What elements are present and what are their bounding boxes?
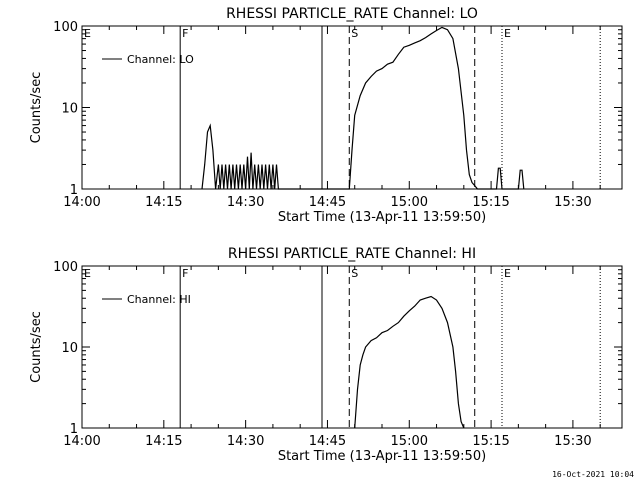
x-axis-label: Start Time (13-Apr-11 13:59:50) [278,449,486,464]
event-marker-label: E [504,27,511,40]
event-marker-label: E [84,267,91,280]
x-tick-label: 14:15 [145,434,182,449]
event-marker-label: S [351,27,358,40]
y-axis-label: Counts/sec [29,311,44,383]
timestamp-stamp: 16-Oct-2021 10:04 [552,470,634,479]
x-tick-label: 14:45 [309,195,346,210]
event-marker-label: E [504,267,511,280]
event-marker-label: S [351,267,358,280]
x-axis-label: Start Time (13-Apr-11 13:59:50) [278,210,486,225]
event-marker-label: F [182,27,188,40]
x-tick-label: 15:00 [391,434,428,449]
legend-label: Channel: HI [127,293,191,306]
x-tick-label: 15:30 [554,434,591,449]
event-marker-label: E [84,27,91,40]
x-tick-label: 15:00 [391,195,428,210]
x-tick-label: 15:30 [554,195,591,210]
chart-title-1: RHESSI PARTICLE_RATE Channel: LO [226,6,478,22]
y-tick-label: 10 [61,102,78,117]
y-tick-label: 10 [61,341,78,356]
x-tick-label: 15:15 [472,195,509,210]
y-tick-label: 100 [53,260,78,275]
y-tick-label: 100 [53,20,78,35]
plot-frame-2 [81,265,623,429]
series-line-1 [354,295,465,429]
plot-frame-1 [81,25,623,190]
event-marker-label: F [182,267,188,280]
x-tick-label: 14:00 [63,195,100,210]
series-line-1 [201,26,525,190]
y-tick-label: 1 [70,183,78,198]
y-axis-label: Counts/sec [29,72,44,144]
x-tick-label: 14:00 [63,434,100,449]
x-tick-label: 14:45 [309,434,346,449]
x-tick-label: 15:15 [472,434,509,449]
legend-label: Channel: LO [127,53,194,66]
x-tick-label: 14:15 [145,195,182,210]
chart-title-2: RHESSI PARTICLE_RATE Channel: HI [228,246,476,262]
y-tick-label: 1 [70,422,78,437]
x-tick-label: 14:30 [227,434,264,449]
x-tick-label: 14:30 [227,195,264,210]
